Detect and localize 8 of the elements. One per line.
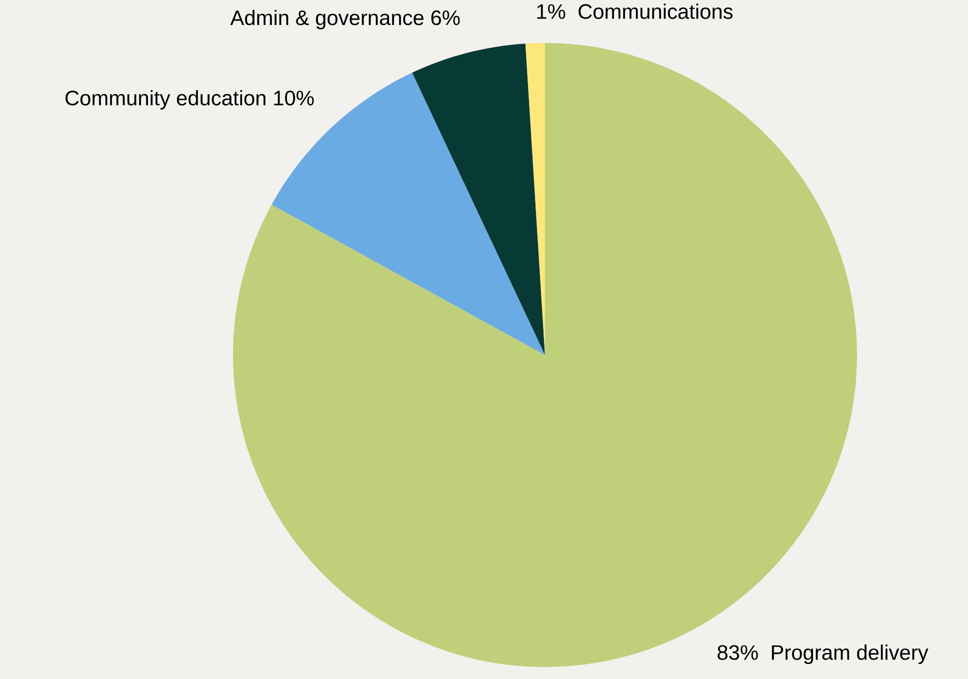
data-label: 1% <box>537 4 566 19</box>
data-label: 6% <box>431 10 460 26</box>
slice-label: Program delivery <box>772 644 928 664</box>
slice-label: Community education <box>66 90 266 110</box>
data-label: 83% <box>718 645 758 660</box>
data-label: 10% <box>274 90 314 106</box>
slice-label: Communications <box>578 4 733 19</box>
slice-label: Admin & governance <box>230 10 424 30</box>
